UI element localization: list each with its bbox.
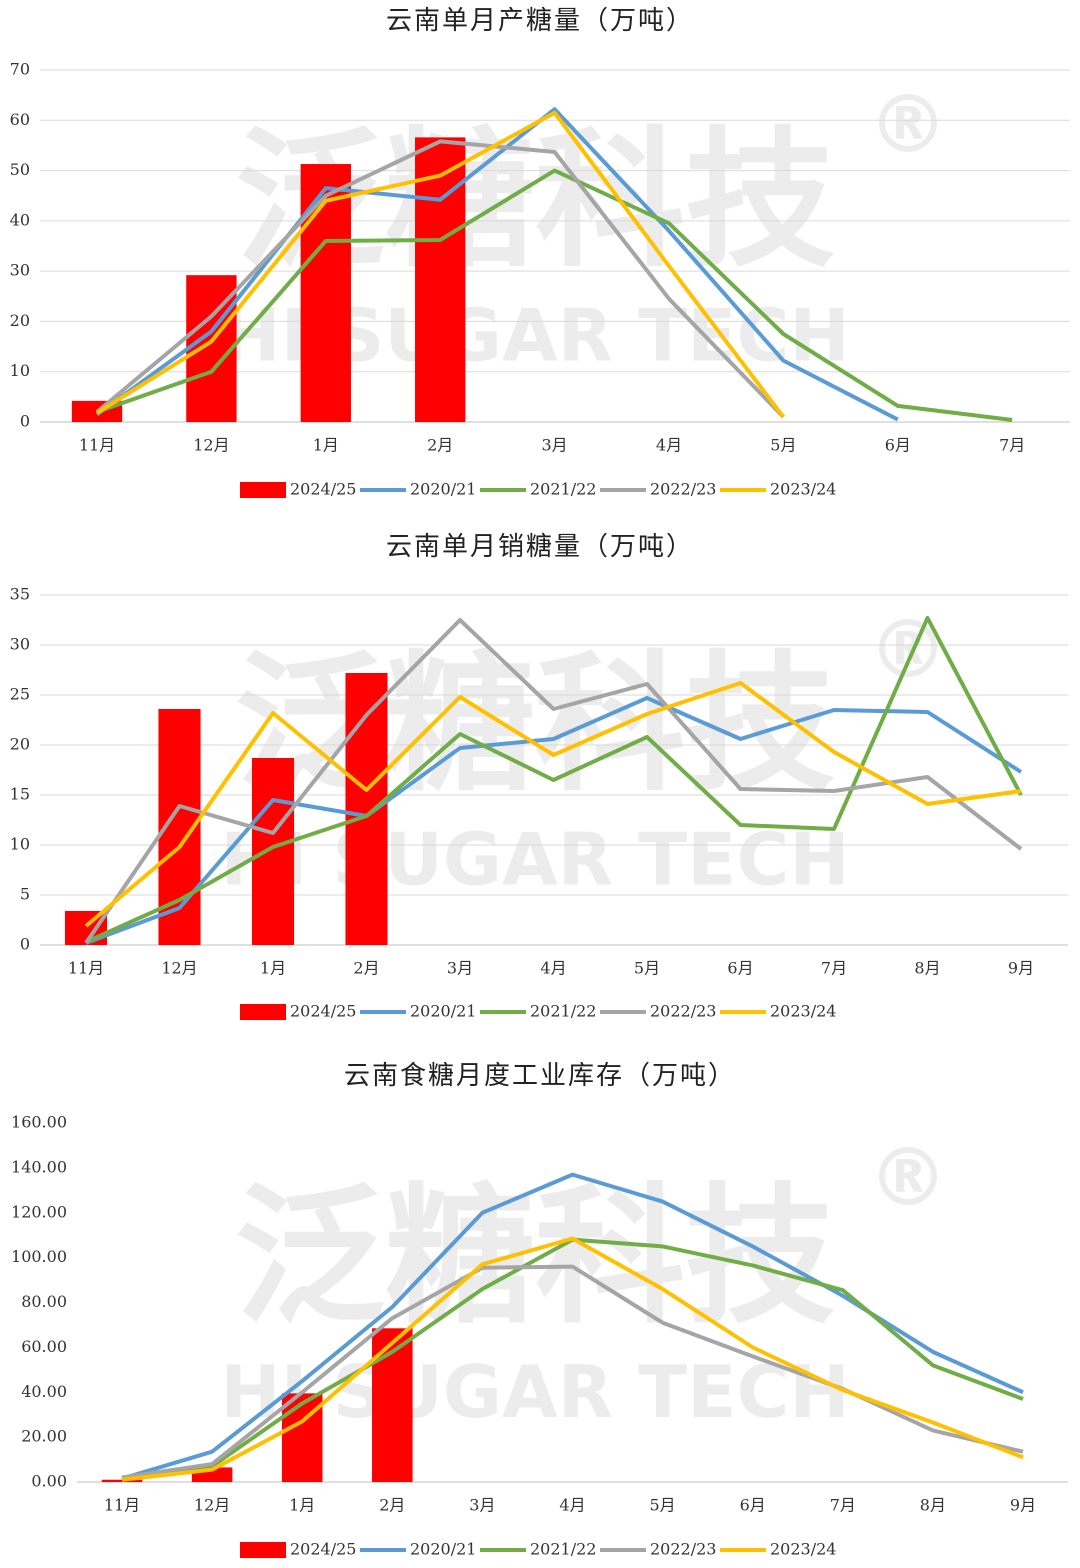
bar — [101, 1479, 143, 1482]
legend-label: 2023/24 — [770, 1540, 836, 1559]
line — [96, 168, 1013, 422]
y-tick-label: 30 — [10, 261, 30, 280]
x-tick-label: 11月 — [68, 959, 104, 978]
y-tick-label: 100.00 — [11, 1247, 67, 1266]
legend-swatch — [240, 482, 286, 498]
line — [84, 681, 1022, 928]
x-tick-label: 2月 — [379, 1496, 405, 1515]
y-tick-label: 25 — [10, 685, 30, 704]
chart-title: 云南单月产糖量（万吨） — [386, 6, 694, 36]
y-tick-label: 35 — [10, 585, 30, 604]
line — [85, 616, 1023, 944]
x-tick-label: 12月 — [161, 959, 197, 978]
x-tick-label: 1月 — [260, 959, 286, 978]
watermark-mark: ® — [868, 1131, 948, 1224]
line — [95, 139, 785, 419]
watermark: 泛糖科技 — [235, 1171, 835, 1345]
y-tick-label: 140.00 — [11, 1157, 67, 1176]
y-tick-label: 20 — [10, 311, 30, 330]
x-tick-label: 9月 — [1010, 1496, 1036, 1515]
y-tick-label: 60 — [10, 110, 30, 129]
x-tick-label: 9月 — [1008, 959, 1034, 978]
y-tick-label: 80.00 — [21, 1292, 67, 1311]
x-tick-label: 7月 — [999, 436, 1025, 455]
x-tick-label: 5月 — [650, 1496, 676, 1515]
legend-label: 2020/21 — [410, 1002, 476, 1021]
line — [85, 696, 1023, 945]
watermark: 泛糖科技 — [235, 638, 835, 812]
x-tick-label: 2月 — [353, 959, 379, 978]
y-tick-label: 20 — [10, 735, 30, 754]
chart-title: 云南食糖月度工业库存（万吨） — [344, 1061, 736, 1091]
legend-swatch — [240, 1542, 286, 1558]
legend-label: 2021/22 — [530, 1002, 596, 1021]
bar — [251, 758, 295, 945]
legend-label: 2022/23 — [650, 1002, 716, 1021]
y-tick-label: 20.00 — [21, 1427, 67, 1446]
legend-label: 2022/23 — [650, 1540, 716, 1559]
y-tick-label: 30 — [10, 635, 30, 654]
y-tick-label: 10 — [10, 835, 30, 854]
watermark-mark: ® — [868, 603, 948, 696]
bar — [345, 673, 388, 945]
x-tick-label: 12月 — [193, 436, 229, 455]
x-tick-label: 1月 — [313, 436, 339, 455]
legend-label: 2023/24 — [770, 1002, 836, 1021]
y-tick-label: 0 — [20, 935, 30, 954]
x-tick-label: 6月 — [740, 1496, 766, 1515]
y-tick-label: 15 — [10, 785, 30, 804]
y-tick-label: 10 — [10, 361, 30, 380]
x-tick-label: 4月 — [559, 1496, 585, 1515]
legend-label: 2024/25 — [290, 1540, 356, 1559]
y-tick-label: 40 — [10, 210, 30, 229]
x-tick-label: 1月 — [289, 1496, 315, 1515]
x-tick-label: 3月 — [469, 1496, 495, 1515]
legend-label: 2021/22 — [530, 1540, 596, 1559]
x-tick-label: 7月 — [821, 959, 847, 978]
y-tick-label: 120.00 — [11, 1202, 67, 1221]
x-tick-label: 11月 — [79, 436, 115, 455]
y-tick-label: 60.00 — [21, 1337, 67, 1356]
legend-label: 2023/24 — [770, 480, 836, 499]
x-tick-label: 4月 — [656, 436, 682, 455]
x-tick-label: 6月 — [885, 436, 911, 455]
y-tick-label: 0 — [20, 412, 30, 431]
legend-label: 2020/21 — [410, 480, 476, 499]
x-tick-label: 4月 — [540, 959, 566, 978]
y-tick-label: 160.00 — [11, 1113, 67, 1132]
x-tick-label: 7月 — [830, 1496, 856, 1515]
x-tick-label: 12月 — [194, 1496, 230, 1515]
y-tick-label: 50 — [10, 160, 30, 179]
x-tick-label: 3月 — [542, 436, 568, 455]
legend-label: 2021/22 — [530, 480, 596, 499]
y-tick-label: 0.00 — [31, 1472, 67, 1491]
x-tick-label: 5月 — [634, 959, 660, 978]
legend-label: 2024/25 — [290, 1002, 356, 1021]
watermark-mark: ® — [868, 78, 948, 171]
legend-label: 2022/23 — [650, 480, 716, 499]
chart-title: 云南单月销糖量（万吨） — [386, 532, 694, 562]
x-tick-label: 3月 — [447, 959, 473, 978]
legend-label: 2024/25 — [290, 480, 356, 499]
line — [121, 1236, 1024, 1482]
y-tick-label: 40.00 — [21, 1382, 67, 1401]
line — [95, 110, 785, 419]
x-tick-label: 11月 — [104, 1496, 140, 1515]
legend-swatch — [240, 1004, 286, 1020]
y-tick-label: 5 — [20, 885, 30, 904]
x-tick-label: 8月 — [920, 1496, 946, 1515]
x-tick-label: 5月 — [770, 436, 796, 455]
line — [95, 107, 899, 422]
line — [84, 618, 1023, 945]
legend-label: 2020/21 — [410, 1540, 476, 1559]
watermark-sub: HI SUGAR TECH — [220, 818, 849, 902]
x-tick-label: 2月 — [427, 436, 453, 455]
x-tick-label: 6月 — [727, 959, 753, 978]
y-tick-label: 70 — [10, 60, 30, 79]
x-tick-label: 8月 — [914, 959, 940, 978]
